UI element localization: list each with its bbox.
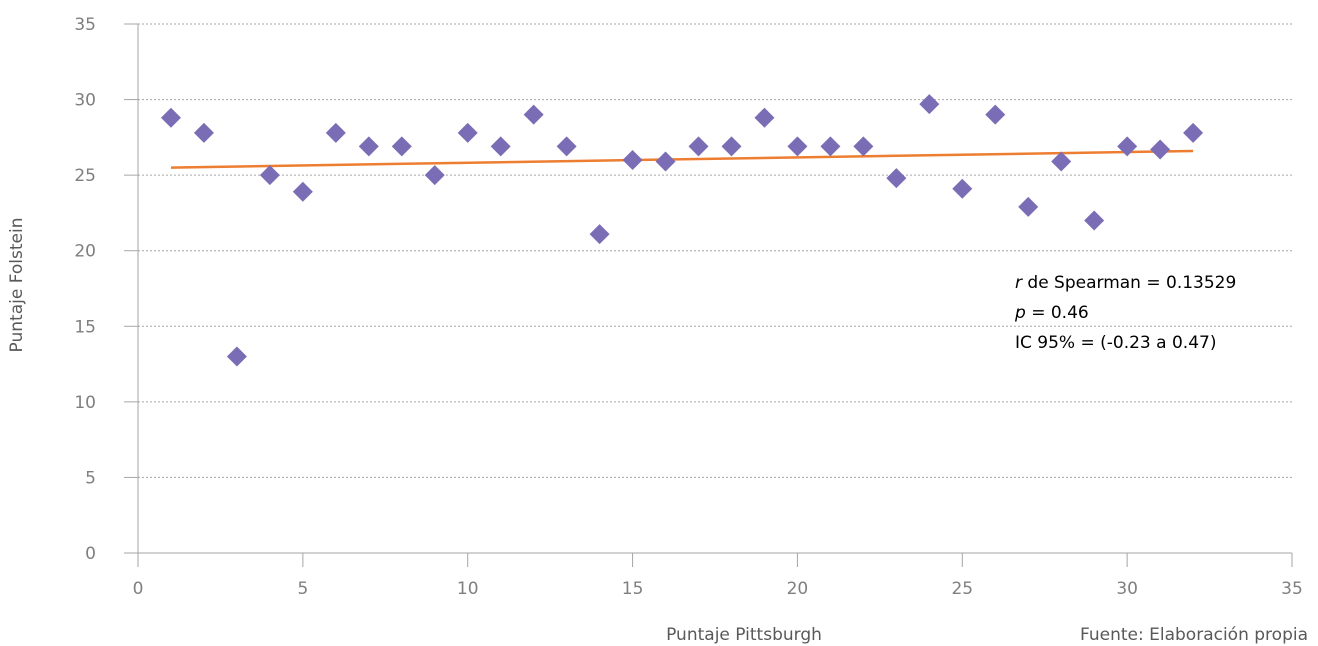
x-tick-label-25: 25 [951,579,973,599]
data-point-8 [391,136,412,157]
data-point-17 [688,136,709,157]
x-tick-label-35: 35 [1281,579,1303,599]
data-point-18 [721,136,742,157]
data-point-6 [325,122,346,143]
data-point-4 [259,165,280,186]
data-point-9 [424,165,445,186]
data-point-26 [985,104,1006,125]
data-point-28 [1051,151,1072,172]
data-point-25 [952,178,973,199]
stats-annotation: r de Spearman = 0.13529 p = 0.46 IC 95% … [1014,273,1236,353]
y-axis-label: Puntaje Folstein [7,218,27,353]
data-point-21 [820,136,841,157]
annotation-line-p: p = 0.46 [1014,303,1089,323]
y-tick-label-10: 10 [74,393,96,413]
axes [124,23,1293,567]
annotation-text: de Spearman = 0.13529 [1022,273,1236,293]
data-point-13 [556,136,577,157]
x-tick-labels: 0 5 10 15 20 25 30 35 [133,579,1303,599]
y-tick-label-20: 20 [74,242,96,262]
source-note: Fuente: Elaboración propia [1080,625,1308,645]
trendline [170,149,1194,169]
data-point-5 [292,181,313,202]
x-tick-label-10: 10 [457,579,479,599]
x-tick-label-0: 0 [133,579,144,599]
y-tick-labels: 0 5 10 15 20 25 30 35 [74,15,96,564]
data-point-29 [1084,210,1105,231]
annotation-text: = 0.46 [1026,303,1089,323]
annotation-text: IC 95% = (-0.23 a 0.47) [1015,333,1216,353]
x-tick-label-30: 30 [1116,579,1138,599]
data-point-3 [226,346,247,367]
data-point-1 [160,107,181,128]
data-point-15 [622,150,643,171]
x-tick-label-20: 20 [787,579,809,599]
data-point-23 [886,168,907,189]
y-tick-label-25: 25 [74,166,96,186]
y-tick-label-35: 35 [74,15,96,35]
annotation-italic: p [1014,303,1026,323]
x-tick-label-5: 5 [297,579,308,599]
data-point-7 [358,136,379,157]
data-point-2 [193,122,214,143]
x-axis-label: Puntaje Pittsburgh [666,625,822,645]
data-point-20 [787,136,808,157]
y-tick-label-0: 0 [85,544,96,564]
data-point-16 [655,151,676,172]
y-tick-label-30: 30 [74,91,96,111]
data-point-22 [853,136,874,157]
data-point-30 [1117,136,1138,157]
data-point-19 [754,107,775,128]
x-tick-label-15: 15 [622,579,644,599]
data-point-10 [457,122,478,143]
data-point-12 [523,104,544,125]
data-point-11 [490,136,511,157]
data-point-32 [1183,122,1204,143]
data-point-14 [589,224,610,245]
data-point-27 [1018,196,1039,217]
annotation-italic: r [1015,273,1023,293]
annotation-line-spearman: r de Spearman = 0.13529 [1015,273,1236,293]
data-point-31 [1150,139,1171,160]
gridlines [138,23,1292,478]
annotation-line-ci: IC 95% = (-0.23 a 0.47) [1015,333,1216,353]
y-tick-label-5: 5 [85,468,96,488]
y-tick-label-15: 15 [74,317,96,337]
data-points [160,94,1204,367]
data-point-24 [919,94,940,115]
trendline-group [170,149,1194,169]
